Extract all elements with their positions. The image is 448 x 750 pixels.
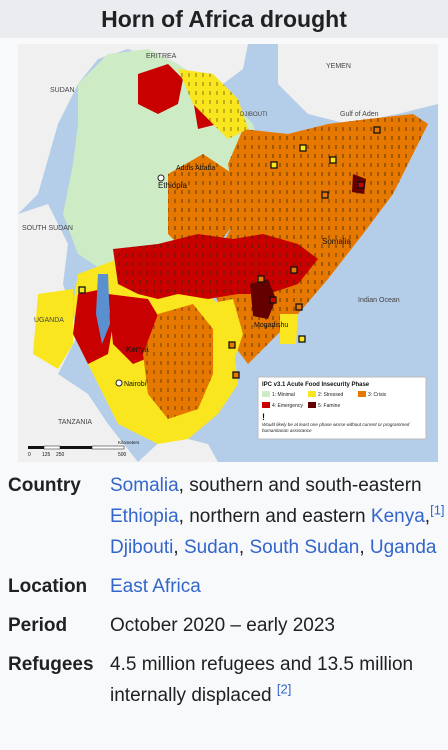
ipc-markers: [78, 126, 381, 379]
label-somalia: Somalia: [322, 237, 351, 246]
value-text: , southern and south-eastern: [178, 475, 422, 496]
legend-swatch-5: [308, 402, 316, 408]
legend-label-4: 4: Emergency: [272, 403, 303, 409]
legend-exclaim: !: [262, 412, 265, 422]
row-value: Somalia, southern and south-eastern Ethi…: [110, 470, 445, 571]
legend-label-1: 1: Minimal: [272, 392, 295, 398]
row-label: Refugees: [8, 654, 94, 675]
value-text: 4.5 million refugees and 13.5 million in…: [110, 654, 414, 706]
label-kenya: Kenya: [126, 345, 149, 354]
label-djibouti: DJIBOUTI: [240, 112, 268, 118]
label-tanzania: TANZANIA: [58, 419, 92, 426]
value-text: ,: [238, 537, 250, 558]
legend-note: Would likely be at least one phase worse…: [262, 422, 410, 433]
label-indian-ocean: Indian Ocean: [358, 297, 400, 304]
row-label: Period: [8, 615, 68, 636]
link-south-sudan[interactable]: South Sudan: [249, 537, 360, 558]
infobox-title: Horn of Africa drought: [0, 0, 448, 38]
legend-label-2: 2: Stressed: [318, 392, 344, 398]
map-legend: IPC v3.1 Acute Food Insecurity Phase 1: …: [257, 376, 427, 440]
reference-link[interactable]: [1]: [430, 502, 445, 518]
value-text: ,: [173, 537, 184, 558]
label-nairobi: Nairobi: [124, 381, 147, 388]
infobox-row-period: Period October 2020 – early 2023: [0, 610, 445, 649]
reference: [1]: [430, 503, 444, 518]
reference-link[interactable]: [2]: [276, 681, 292, 697]
infobox-row-refugees: Refugees 4.5 million refugees and 13.5 mi…: [0, 649, 445, 719]
label-ethiopia: Ethiopia: [158, 181, 187, 190]
link-sudan[interactable]: Sudan: [183, 537, 239, 558]
value-text: October 2020 – early 2023: [110, 615, 335, 636]
link-east-africa[interactable]: East Africa: [110, 576, 201, 597]
label-gulf: Gulf of Aden: [340, 111, 379, 118]
scale-bar: 0 125 250 500 Kilometers: [28, 440, 140, 458]
infobox-row-location: Location East Africa: [0, 571, 445, 610]
label-south-sudan: SOUTH SUDAN: [22, 225, 73, 232]
row-label: Location: [8, 576, 88, 597]
scale-tick-250: 250: [56, 452, 65, 458]
label-mogadishu: Mogadishu: [254, 322, 288, 329]
infobox: Horn of Africa drought: [0, 0, 448, 719]
value-text: ,: [424, 506, 431, 527]
label-addis: Addis Ababa: [176, 165, 215, 172]
row-value: October 2020 – early 2023: [110, 610, 445, 649]
row-value: East Africa: [110, 571, 445, 610]
land-sudan: [18, 44, 248, 214]
land-yemen: [278, 44, 438, 124]
label-sudan: SUDAN: [50, 87, 75, 94]
legend-label-3: 3: Crisis: [368, 392, 387, 398]
label-yemen: YEMEN: [326, 63, 351, 70]
value-text: ,: [359, 537, 370, 558]
scale-tick-500: 500: [118, 452, 127, 458]
drought-map[interactable]: ERITREA YEMEN SUDAN DJIBOUTI Gulf of Ade…: [18, 44, 438, 462]
label-eritrea: ERITREA: [146, 53, 177, 60]
scale-tick-125: 125: [42, 452, 51, 458]
scale-unit: Kilometers: [118, 440, 140, 445]
row-label: Country: [8, 475, 81, 496]
row-value: 4.5 million refugees and 13.5 million in…: [110, 649, 445, 719]
legend-swatch-3: [358, 391, 366, 397]
land-west: [18, 204, 138, 462]
infobox-row-country: Country Somalia, southern and south-easte…: [0, 470, 445, 571]
label-uganda: UGANDA: [34, 317, 64, 324]
legend-swatch-2: [308, 391, 316, 397]
link-kenya[interactable]: Kenya: [370, 506, 425, 527]
legend-label-5: 5: Famine: [318, 403, 340, 409]
legend-swatch-1: [262, 391, 270, 397]
scale-tick-0: 0: [28, 452, 31, 458]
lake-turkana: [96, 274, 110, 344]
map-svg: ERITREA YEMEN SUDAN DJIBOUTI Gulf of Ade…: [18, 44, 438, 462]
infobox-rows: Country Somalia, southern and south-easte…: [0, 470, 445, 719]
value-text: , northern and eastern: [178, 506, 371, 527]
link-ethiopia[interactable]: Ethiopia: [110, 506, 179, 527]
link-somalia[interactable]: Somalia: [110, 475, 179, 496]
reference: [2]: [277, 682, 291, 697]
link-djibouti[interactable]: Djibouti: [110, 537, 174, 558]
legend-swatch-4: [262, 402, 270, 408]
legend-title: IPC v3.1 Acute Food Insecurity Phase: [262, 382, 370, 388]
link-uganda[interactable]: Uganda: [369, 537, 437, 558]
